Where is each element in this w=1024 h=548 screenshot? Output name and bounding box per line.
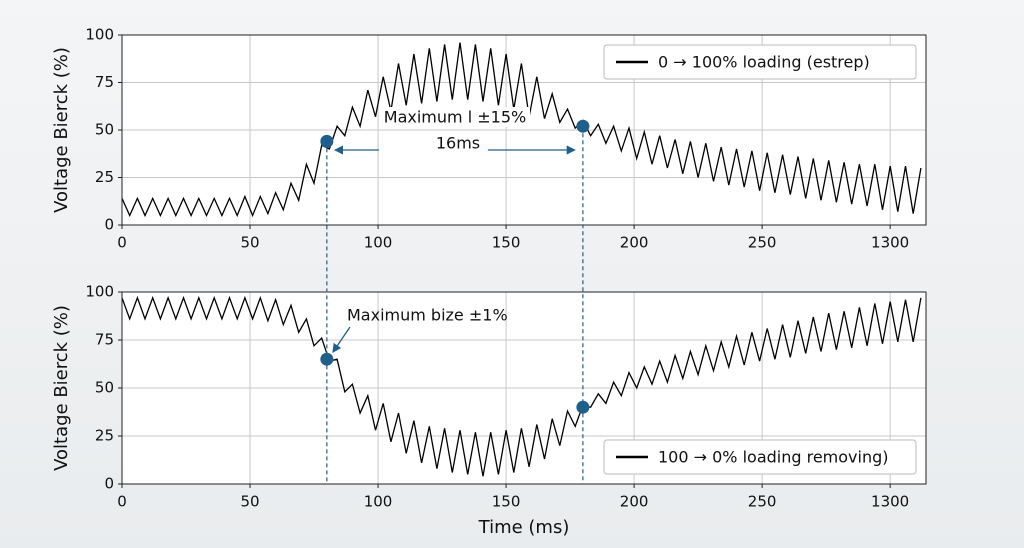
y-tick-label: 0: [104, 216, 114, 234]
x-tick-label: 50: [240, 493, 259, 511]
signal-line: [121, 42, 922, 218]
x-tick-label: 100: [364, 493, 393, 511]
plot-frame: [121, 34, 927, 226]
x-tick-label: 1300: [871, 234, 909, 252]
annotation-bg: [380, 107, 530, 127]
signal-line: [121, 295, 922, 477]
x-tick-label: 0: [117, 493, 127, 511]
y-tick-label: 75: [95, 331, 114, 349]
y-axis-label: Voltage Bierck (%): [51, 47, 72, 213]
x-tick-label: 50: [240, 234, 259, 252]
y-tick-label: 50: [95, 121, 114, 139]
x-tick-label: 100: [364, 234, 393, 252]
x-axis-label: Time (ms): [478, 517, 570, 538]
plot-frame: [121, 291, 927, 485]
marker-point: [576, 400, 590, 414]
legend-label: 100 → 0% loading removing): [658, 448, 889, 467]
y-tick-label: 100: [85, 283, 114, 301]
y-tick-label: 25: [95, 427, 114, 445]
x-tick-label: 250: [748, 493, 777, 511]
legend-box: [603, 439, 917, 475]
x-tick-label: 1300: [871, 493, 909, 511]
y-tick-label: 100: [85, 26, 114, 44]
y-tick-label: 0: [104, 475, 114, 493]
x-tick-label: 250: [748, 234, 777, 252]
annotation: Maximum l ±15%: [384, 108, 526, 127]
y-tick-label: 50: [95, 379, 114, 397]
marker-point: [576, 119, 590, 133]
y-axis-label: Voltage Bierck (%): [51, 305, 72, 471]
y-tick-label: 25: [95, 168, 114, 186]
marker-point: [320, 352, 334, 366]
annotation: Maximum bize ±1%: [347, 306, 508, 325]
annotation: 16ms: [436, 134, 480, 153]
annotation-arrow: [332, 326, 351, 353]
marker-point: [320, 134, 334, 148]
x-tick-label: 150: [492, 493, 521, 511]
legend-box: [603, 44, 917, 80]
y-tick-label: 75: [95, 73, 114, 91]
x-tick-label: 0: [117, 234, 127, 252]
x-tick-label: 150: [492, 234, 521, 252]
x-tick-label: 200: [620, 493, 649, 511]
x-tick-label: 200: [620, 234, 649, 252]
legend-label: 0 → 100% loading (estrep): [658, 53, 870, 72]
